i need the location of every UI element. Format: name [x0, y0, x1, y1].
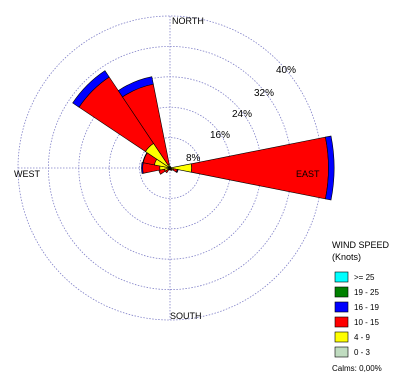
legend-label-1: 19 - 25 — [354, 288, 379, 297]
legend-swatch-2 — [334, 301, 349, 313]
ring-label-32: 32% — [254, 88, 274, 99]
legend-swatch-5 — [334, 346, 349, 358]
direction-label-north: NORTH — [172, 16, 204, 26]
legend-label-5: 0 - 3 — [354, 348, 371, 357]
sector-337.5-band-2 — [117, 76, 154, 98]
legend-swatch-3 — [334, 316, 349, 328]
legend-label-2: 16 - 19 — [354, 303, 379, 312]
direction-label-west: WEST — [14, 169, 41, 179]
sector-112.5-band-2 — [175, 169, 179, 174]
legend-swatch-0 — [334, 271, 349, 283]
sector-315-band-2 — [72, 70, 110, 108]
legend-label-4: 4 - 9 — [354, 333, 371, 342]
ring-label-40: 40% — [276, 65, 296, 76]
ring-label-16: 16% — [210, 130, 230, 141]
legend-subtitle: (Knots) — [332, 252, 361, 262]
legend-swatch-4 — [334, 331, 349, 343]
sector-90-band-3 — [190, 136, 329, 200]
sector-90-band-4 — [170, 163, 192, 173]
ring-label-8: 8% — [186, 153, 201, 164]
legend-title: WIND SPEED — [332, 240, 390, 250]
ring-label-24: 24% — [232, 109, 252, 120]
legend-swatch-1 — [334, 286, 349, 298]
legend: WIND SPEED (Knots) >= 25 19 - 25 16 - 19 10… — [332, 240, 390, 373]
legend-label-3: 10 - 15 — [354, 318, 379, 327]
sector-90-band-2 — [325, 135, 335, 201]
sector-270-band-2 — [141, 162, 144, 174]
direction-label-south: SOUTH — [170, 311, 202, 321]
direction-label-east: EAST — [296, 169, 320, 179]
legend-calms: Calms: 0,00% — [332, 364, 382, 373]
legend-label-0: >= 25 — [354, 273, 375, 282]
